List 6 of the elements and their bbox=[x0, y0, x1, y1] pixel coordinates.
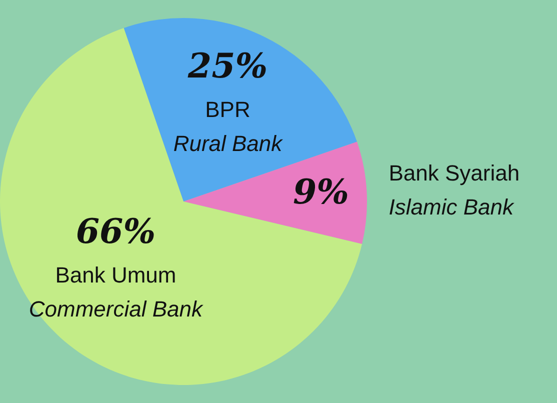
slice-label: Bank Syariah Islamic Bank bbox=[388, 160, 520, 220]
slice-label: Bank Umum Commercial Bank bbox=[28, 262, 204, 322]
slice-label: BPR Rural Bank bbox=[173, 96, 284, 156]
data-label: 66% bbox=[76, 212, 156, 252]
data-label: 9% bbox=[292, 172, 349, 213]
data-label: 25% bbox=[186, 46, 268, 87]
